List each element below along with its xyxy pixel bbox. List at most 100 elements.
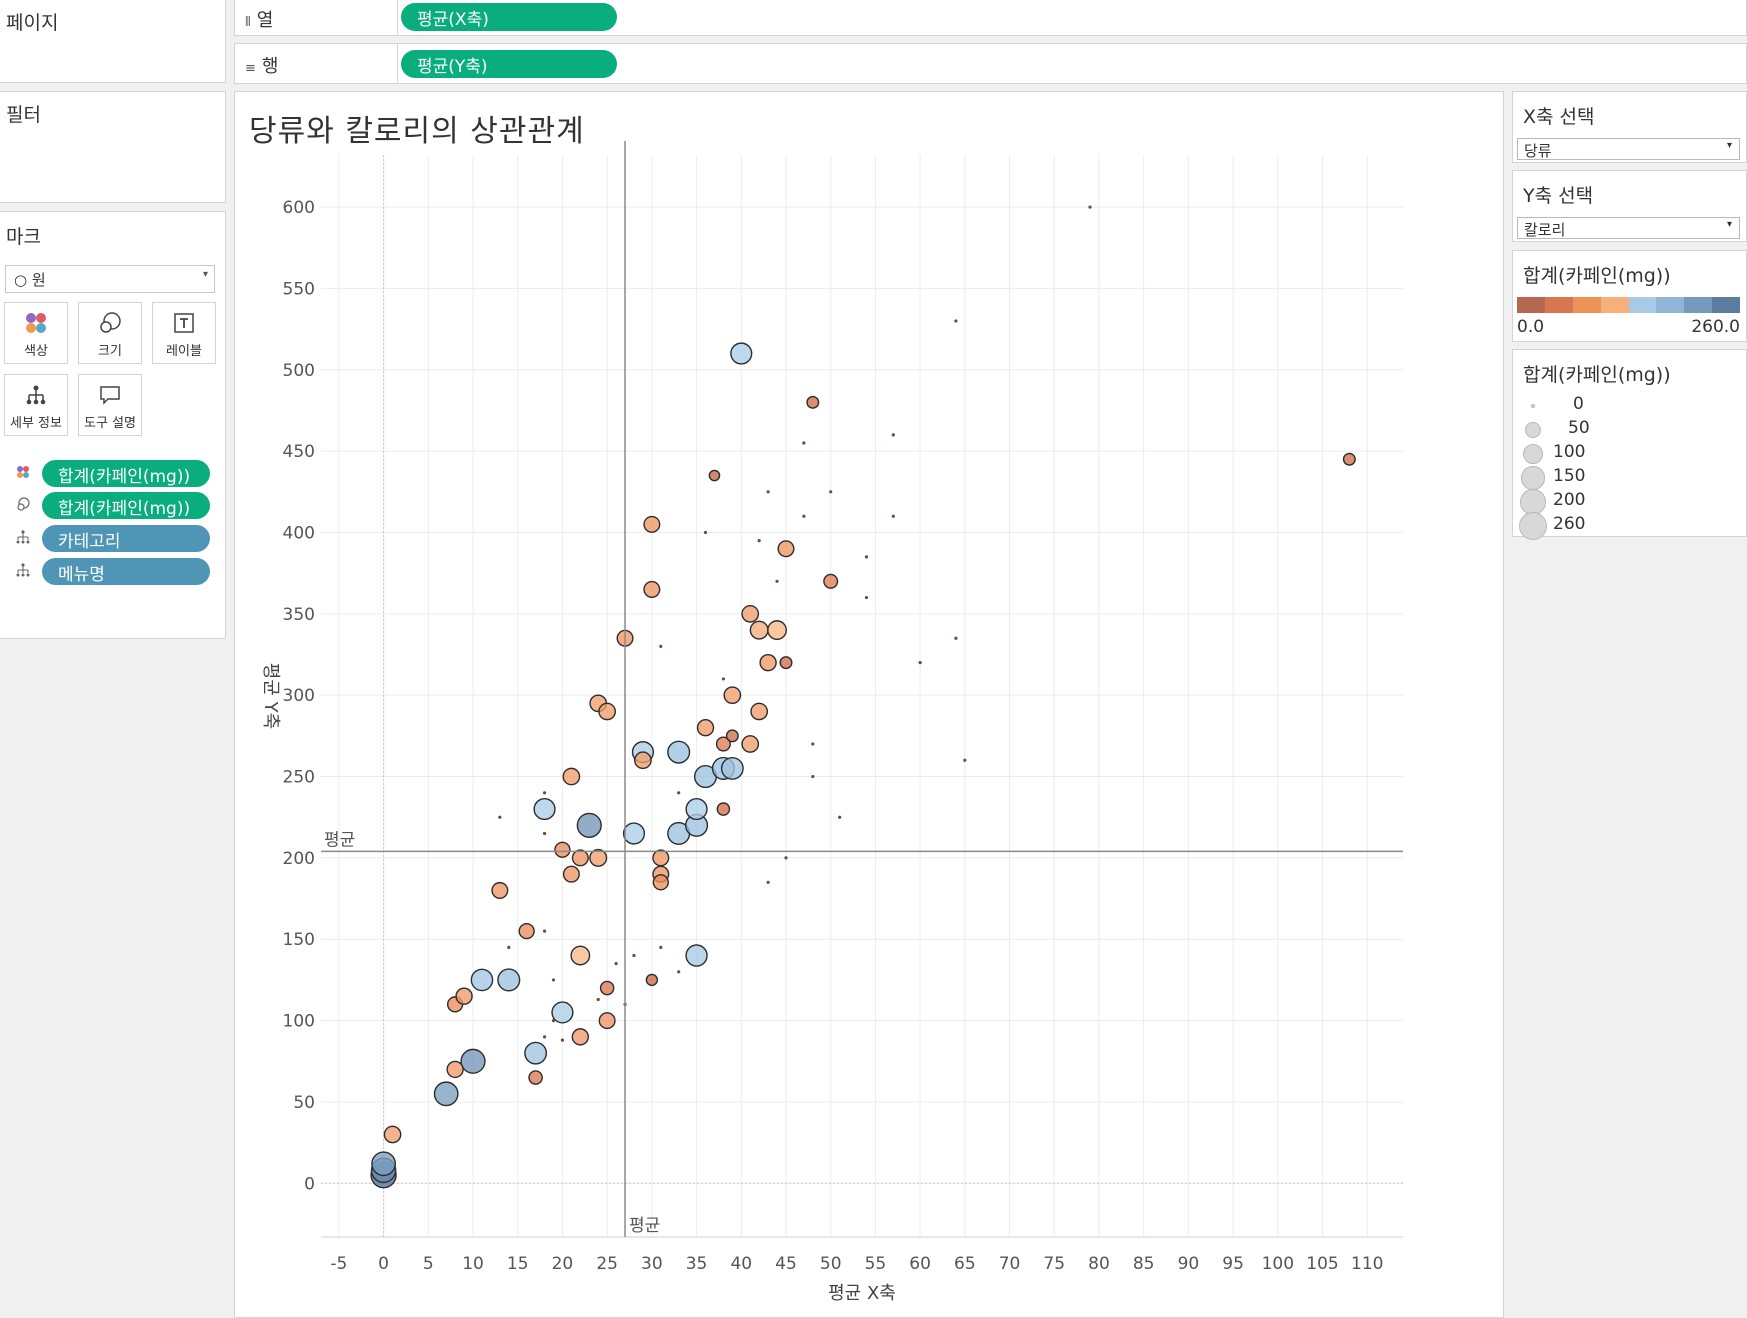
column-bars-icon: ⦀ — [245, 15, 251, 30]
size-legend: 합계(카페인(mg)) 0 50 100 150 200 260 — [1512, 349, 1747, 540]
data-point — [802, 441, 806, 445]
data-point — [659, 945, 663, 949]
data-point — [767, 620, 787, 641]
menu-name-field-pill[interactable]: 메뉴명 — [42, 558, 210, 585]
color-button[interactable]: 색상 — [4, 302, 68, 364]
color-field-pill[interactable]: 합계(카페인(mg)) — [42, 460, 210, 487]
data-point — [918, 661, 922, 665]
color-dots-icon — [16, 465, 30, 483]
data-point — [551, 978, 556, 982]
size-legend-label: 200 — [1553, 490, 1586, 510]
data-point — [677, 791, 681, 795]
color-ramp-step — [1600, 297, 1629, 313]
color-legend: 합계(카페인(mg)) 0.0 260.0 — [1512, 250, 1747, 342]
data-point — [811, 742, 815, 746]
data-point — [598, 1012, 616, 1030]
rows-field-pill[interactable]: 평균(Y축) — [401, 50, 617, 78]
columns-field-pill[interactable]: 평균(X축) — [401, 3, 617, 31]
data-point — [528, 1070, 543, 1085]
data-point — [571, 1028, 590, 1046]
size-button[interactable]: 크기 — [78, 302, 142, 364]
data-point — [632, 953, 636, 958]
x-tick-label: 25 — [596, 1254, 618, 1274]
x-tick-label: 60 — [909, 1254, 931, 1274]
data-point — [599, 980, 615, 996]
size-legend-item: 50 — [1513, 418, 1693, 442]
color-ramp-step — [1517, 297, 1545, 313]
y-tick-label: 250 — [283, 768, 315, 788]
x-tick-label: 10 — [462, 1254, 484, 1274]
data-point — [446, 1060, 464, 1079]
filters-card[interactable]: 필터 — [0, 91, 226, 203]
rows-shelf-label: ≡ 행 — [245, 56, 279, 77]
data-point — [685, 944, 708, 967]
data-point — [864, 555, 869, 559]
pages-card[interactable]: 페이지 — [0, 0, 226, 83]
data-point — [562, 865, 580, 883]
data-point — [652, 849, 670, 867]
size-field-pill[interactable]: 합계(카페인(mg)) — [42, 492, 210, 519]
data-point — [371, 1151, 396, 1177]
x-tick-label: 5 — [423, 1254, 434, 1274]
data-point — [891, 514, 895, 518]
y-tick-label: 100 — [283, 1012, 315, 1032]
category-field-pill[interactable]: 카테고리 — [42, 525, 210, 552]
size-legend-circle — [1524, 421, 1542, 439]
data-point — [562, 767, 581, 786]
data-point — [741, 604, 760, 623]
data-point — [723, 686, 742, 705]
x-tick-label: 55 — [865, 1254, 887, 1274]
label-button-label: 레이블 — [166, 344, 202, 359]
data-point — [954, 636, 958, 640]
data-point — [433, 1081, 459, 1107]
data-point — [721, 677, 725, 681]
x-select-dropdown[interactable]: 당류 ▾ — [1517, 138, 1740, 160]
data-point — [823, 573, 839, 589]
y-average-label: 평균 — [324, 830, 355, 850]
data-point — [383, 1125, 402, 1144]
y-select-dropdown[interactable]: 칼로리 ▾ — [1517, 217, 1740, 239]
tooltip-bubble-icon — [98, 384, 122, 406]
data-point — [777, 540, 795, 558]
color-ramp-step — [1712, 297, 1740, 313]
size-legend-label: 150 — [1553, 466, 1586, 486]
scatter-plot[interactable]: -5 0 5 10 15 20 25 30 35 40 45 50 55 60 65 70 75 80 85 90 95… — [235, 92, 1503, 1317]
data-point — [491, 881, 509, 899]
columns-shelf[interactable]: ⦀ 열 평균(X축) — [234, 0, 1747, 36]
data-point — [524, 1041, 548, 1065]
data-point — [576, 812, 602, 838]
data-point — [715, 736, 731, 752]
filters-title: 필터 — [6, 104, 41, 126]
data-point — [677, 970, 681, 974]
data-point — [542, 791, 547, 795]
data-point — [749, 620, 769, 640]
data-point — [643, 580, 661, 598]
data-point — [775, 579, 779, 583]
data-point — [963, 758, 967, 762]
data-point — [741, 735, 760, 753]
color-ramp-step — [1544, 297, 1573, 313]
detail-button[interactable]: 세부 정보 — [4, 374, 68, 436]
x-tick-label: 40 — [730, 1254, 752, 1274]
size-button-label: 크기 — [98, 344, 122, 359]
y-tick-label: 500 — [283, 361, 315, 381]
data-point — [685, 797, 708, 821]
y-tick-label: 0 — [304, 1174, 315, 1194]
x-tick-label: 45 — [775, 1254, 797, 1274]
chart-view: -5 0 5 10 15 20 25 30 35 40 45 50 55 60 65 70 75 80 85 90 95… — [234, 91, 1504, 1318]
size-legend-label: 100 — [1553, 442, 1586, 462]
x-tick-label: 65 — [954, 1254, 976, 1274]
x-tick-label: 80 — [1088, 1254, 1110, 1274]
tooltip-button[interactable]: 도구 설명 — [78, 374, 142, 436]
mark-type-dropdown[interactable]: ○ 원 ▾ — [5, 265, 215, 293]
data-point — [802, 514, 806, 518]
data-point — [570, 945, 591, 966]
y-tick-label: 550 — [283, 279, 315, 299]
label-button[interactable]: 레이블 — [152, 302, 216, 364]
data-point — [766, 880, 770, 884]
data-point — [460, 1048, 486, 1074]
y-select-value: 칼로리 — [1524, 221, 1566, 239]
rows-shelf[interactable]: ≡ 행 평균(Y축) — [234, 43, 1747, 84]
y-tick-label: 600 — [283, 198, 315, 218]
color-button-label: 색상 — [24, 344, 48, 359]
